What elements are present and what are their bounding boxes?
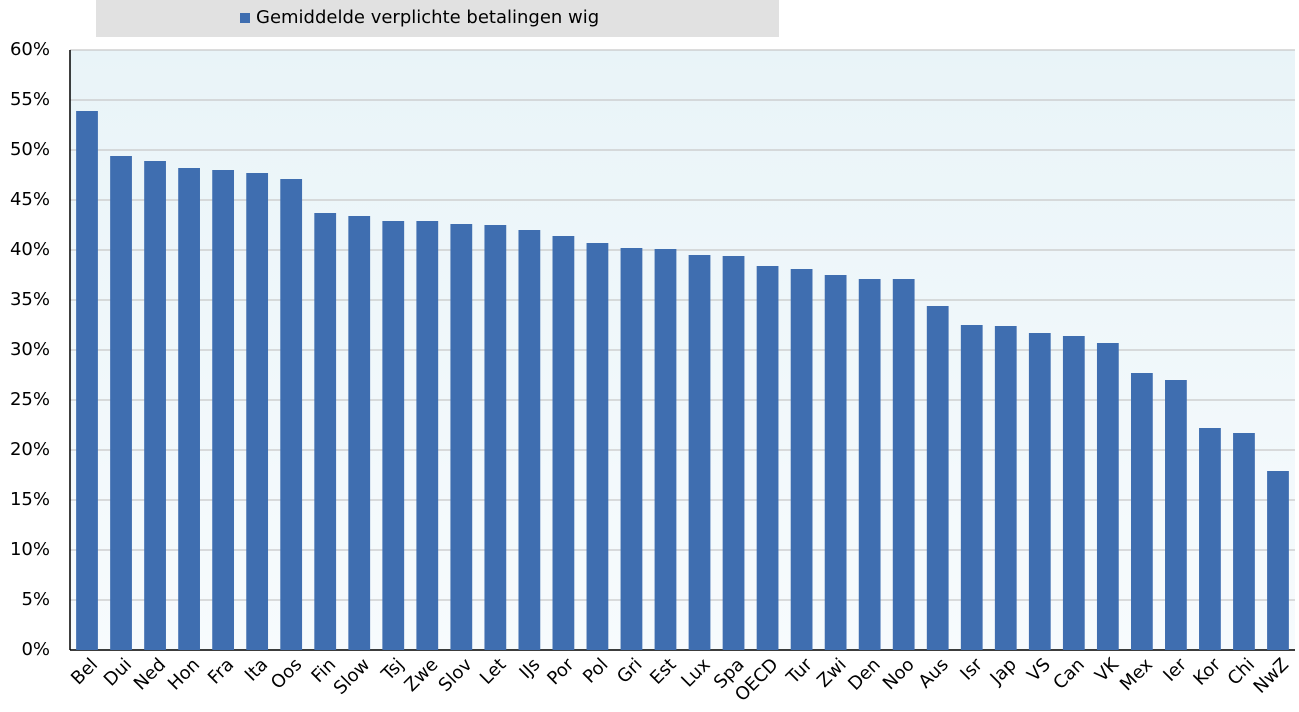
x-tick-label: Slow: [330, 654, 375, 699]
legend-label: Gemiddelde verplichte betalingen wig: [256, 7, 599, 28]
y-tick-label: 45%: [10, 189, 50, 210]
y-tick-label: 55%: [10, 89, 50, 110]
bar: [484, 225, 507, 650]
x-tick-label: Noo: [879, 654, 919, 694]
bar: [1028, 333, 1051, 650]
x-tick-label: Tur: [782, 654, 817, 689]
bar: [824, 275, 847, 650]
legend-swatch: [240, 13, 250, 23]
bar: [280, 179, 303, 650]
bar: [382, 221, 405, 650]
x-tick-label: Aus: [915, 654, 953, 692]
bar: [926, 306, 949, 650]
bar: [246, 173, 269, 650]
x-tick-label: NwZ: [1250, 654, 1294, 698]
bar: [1233, 433, 1255, 650]
x-tick-label: Oos: [267, 654, 306, 693]
x-tick-label: Ier: [1159, 654, 1191, 686]
bar: [1062, 336, 1085, 650]
bar: [1165, 380, 1187, 650]
y-tick-label: 30%: [10, 339, 50, 360]
y-tick-label: 60%: [10, 39, 50, 60]
bar: [858, 279, 881, 650]
x-tick-label: Por: [543, 654, 579, 690]
bar: [586, 243, 609, 650]
bar: [892, 279, 915, 650]
x-tick-label: Ned: [130, 654, 170, 694]
bar: [1199, 428, 1221, 650]
bar: [110, 156, 132, 650]
bar: [450, 224, 473, 650]
x-tick-label: Isr: [956, 654, 987, 685]
x-tick-label: IJs: [515, 654, 544, 683]
bar: [212, 170, 235, 650]
bar: [688, 255, 711, 650]
bar: [552, 236, 575, 650]
bar: [654, 249, 677, 650]
y-tick-label: 15%: [10, 489, 50, 510]
x-tick-label: Let: [476, 654, 511, 689]
x-tick-label: Den: [844, 654, 885, 695]
x-tick-label: Zwi: [813, 654, 851, 692]
x-tick-label: Slov: [435, 654, 477, 696]
bar: [790, 269, 813, 650]
x-tick-label: Fra: [204, 654, 238, 688]
bar: [1130, 373, 1153, 650]
x-tick-label: Est: [646, 654, 681, 689]
x-tick-label: Mex: [1116, 654, 1157, 695]
bar: [178, 168, 200, 650]
bar: [994, 326, 1017, 650]
x-tick-label: Dui: [100, 654, 136, 690]
bar: [518, 230, 541, 650]
x-tick-label: Lux: [677, 654, 715, 692]
x-tick-label: Jap: [986, 654, 1021, 689]
x-tick-label: Zwe: [401, 654, 443, 696]
bar: [960, 325, 983, 650]
bar: [620, 248, 643, 650]
x-tick-label: Hon: [164, 654, 204, 694]
legend-box: [96, 0, 779, 37]
x-tick-label: Kor: [1189, 654, 1225, 690]
y-tick-label: 10%: [10, 539, 50, 560]
bar: [144, 161, 166, 650]
bar: [1096, 343, 1119, 650]
y-tick-label: 35%: [10, 289, 50, 310]
y-tick-label: 20%: [10, 439, 50, 460]
bar: [1267, 471, 1289, 650]
bar: [416, 221, 439, 650]
bar: [314, 213, 337, 650]
y-tick-label: 0%: [21, 639, 50, 660]
bar: [348, 216, 371, 650]
y-tick-label: 5%: [21, 589, 50, 610]
x-tick-label: Pol: [579, 654, 612, 687]
bar: [756, 266, 779, 650]
y-tick-label: 25%: [10, 389, 50, 410]
x-tick-label: Ita: [241, 654, 272, 685]
bar: [76, 111, 98, 650]
x-tick-label: Bel: [67, 654, 102, 689]
x-tick-label: Gri: [613, 654, 646, 687]
y-tick-label: 50%: [10, 139, 50, 160]
bar: [722, 256, 745, 650]
y-tick-label: 40%: [10, 239, 50, 260]
x-tick-label: Can: [1049, 654, 1089, 694]
